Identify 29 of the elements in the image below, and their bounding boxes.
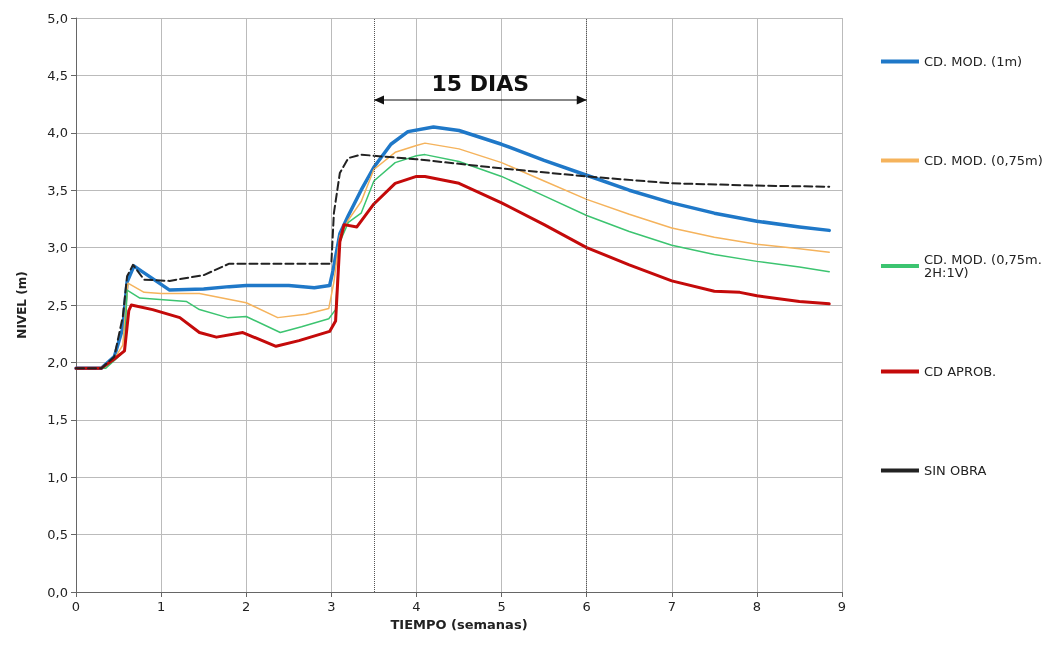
legend-label: CD. MOD. (0,75m) — [923, 153, 1043, 168]
y-tick-label: 1,0 — [47, 469, 68, 485]
x-tick-label: 9 — [837, 599, 847, 614]
y-axis-title: NIVEL (m) — [15, 271, 29, 339]
y-tick-label: 4,5 — [47, 67, 68, 83]
x-tick-label: 8 — [752, 599, 762, 614]
legend-label: CD. MOD. (1m) — [923, 54, 1023, 69]
x-tick-label: 4 — [412, 599, 421, 614]
y-tick-label: 0,5 — [47, 527, 68, 543]
x-axis-title: TIEMPO (semanas) — [390, 617, 528, 632]
y-tick-label: 1,5 — [47, 412, 68, 428]
y-tick-label: 5,0 — [47, 10, 68, 26]
x-tick-label: 6 — [582, 599, 591, 614]
x-tick-label: 7 — [667, 599, 676, 614]
x-tick-label: 0 — [71, 599, 81, 614]
y-tick-label: 2,0 — [47, 354, 68, 370]
annotation: 15 DIAS — [431, 70, 530, 96]
y-tick-label: 3,5 — [47, 182, 68, 198]
legend-label: CD APROB. — [923, 364, 997, 379]
legend-label: SIN OBRA — [923, 463, 987, 478]
y-tick-label: 2,5 — [47, 297, 68, 313]
x-tick-label: 5 — [497, 599, 506, 614]
x-tick-label: 1 — [156, 599, 166, 614]
y-tick-label: 4,0 — [47, 125, 68, 141]
x-tick-label: 2 — [242, 599, 251, 614]
legend-label: CD. MOD. (0,75m. 2H:1V) — [923, 252, 1047, 280]
y-tick-label: 0,0 — [47, 584, 68, 600]
y-tick-label: 3,0 — [47, 240, 68, 256]
x-tick-label: 3 — [327, 599, 336, 614]
